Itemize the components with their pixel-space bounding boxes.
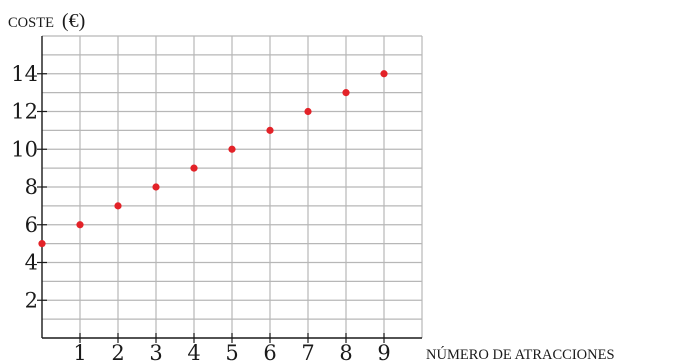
x-axis-title: NÚMERO DE ATRACCIONES — [426, 346, 615, 363]
y-tick-label: 8 — [25, 175, 38, 199]
data-point — [152, 183, 160, 191]
y-tick-label: 14 — [11, 62, 38, 86]
y-tick-label: 12 — [11, 100, 38, 124]
data-points — [38, 70, 388, 248]
y-tick-label: 6 — [25, 213, 38, 237]
data-point — [380, 70, 388, 78]
x-tick-label: 2 — [111, 341, 124, 363]
y-tick-label: 10 — [11, 137, 38, 161]
x-tick-label: 3 — [149, 341, 162, 363]
x-tick-label: 5 — [225, 341, 238, 363]
data-point — [304, 107, 312, 116]
x-tick-label: 7 — [301, 341, 314, 363]
data-point — [38, 240, 46, 248]
x-tick-label: 4 — [187, 341, 200, 363]
data-point — [114, 202, 122, 210]
data-point — [190, 164, 198, 172]
y-axis-title: COSTE (€) — [8, 10, 85, 32]
y-tick-label: 4 — [25, 251, 38, 275]
data-point — [266, 126, 274, 134]
x-tick-label: 6 — [263, 341, 276, 363]
grid-lines — [42, 35, 423, 338]
y-axis-unit: (€) — [62, 10, 85, 32]
x-tick-label: 9 — [377, 341, 390, 363]
data-point — [342, 89, 350, 97]
data-point — [76, 221, 84, 229]
x-tick-label: 8 — [339, 341, 352, 363]
axis-ticks — [37, 73, 385, 343]
y-tick-label: 2 — [25, 288, 38, 312]
x-tick-label: 1 — [73, 341, 86, 363]
data-point — [228, 145, 236, 153]
y-axis-title-text: COSTE — [8, 15, 54, 31]
